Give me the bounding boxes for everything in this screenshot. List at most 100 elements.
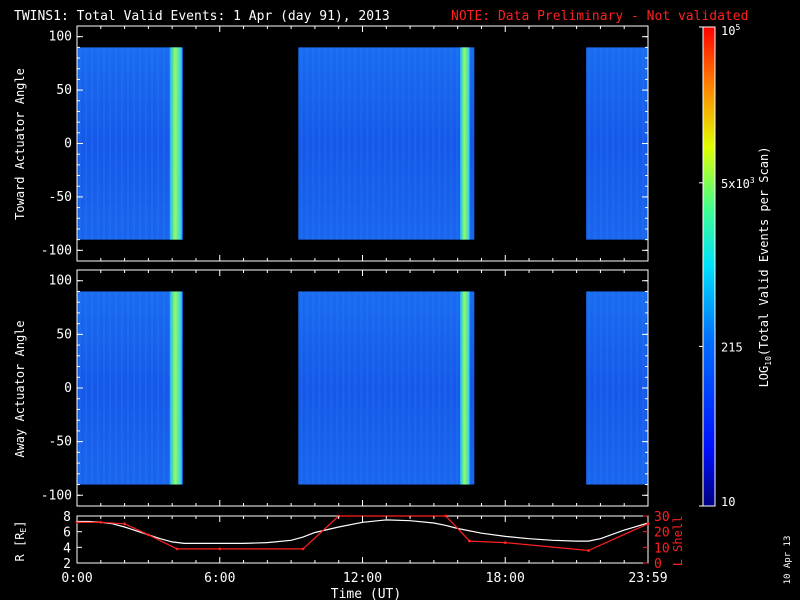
chart-title: TWINS1: Total Valid Events: 1 Apr (day 9… bbox=[14, 9, 390, 24]
lshell-point bbox=[468, 539, 471, 543]
colorbar-tick-base: 10 bbox=[721, 24, 735, 38]
texture-stripe bbox=[624, 291, 627, 485]
texture-stripe bbox=[366, 291, 369, 485]
texture-stripe bbox=[85, 47, 87, 240]
texture-stripe bbox=[612, 291, 615, 485]
colorbar-tick-label: 215 bbox=[721, 340, 743, 354]
texture-stripe bbox=[588, 291, 591, 485]
texture-stripe bbox=[402, 291, 405, 485]
bright-stripe-1 bbox=[460, 47, 470, 240]
lshell-tick-label: 30 bbox=[654, 510, 670, 525]
texture-stripe bbox=[444, 291, 447, 485]
texture-stripe bbox=[426, 291, 429, 485]
r-tick-label: 2 bbox=[63, 557, 71, 572]
texture-stripe bbox=[97, 291, 99, 485]
texture-stripe bbox=[630, 291, 633, 485]
texture-stripe bbox=[372, 47, 375, 240]
texture-stripe bbox=[600, 291, 603, 485]
texture-stripe bbox=[109, 291, 111, 485]
lshell-point bbox=[218, 547, 222, 551]
texture-stripe bbox=[636, 47, 639, 240]
lshell-point bbox=[646, 522, 650, 526]
texture-stripe bbox=[450, 47, 453, 240]
texture-stripe bbox=[438, 291, 441, 485]
texture-stripe bbox=[432, 47, 435, 240]
texture-stripe bbox=[456, 291, 459, 485]
texture-stripe bbox=[414, 291, 417, 485]
lshell-point bbox=[99, 520, 103, 524]
texture-stripe bbox=[312, 47, 315, 240]
texture-stripe bbox=[85, 291, 87, 485]
y-tick-label: -100 bbox=[41, 488, 72, 503]
texture-stripe bbox=[396, 291, 399, 485]
texture-stripe bbox=[145, 291, 147, 485]
texture-stripe bbox=[360, 291, 363, 485]
texture-stripe bbox=[354, 47, 357, 240]
data-block-2 bbox=[586, 291, 648, 485]
texture-stripe bbox=[115, 47, 117, 240]
data-block-2 bbox=[586, 47, 648, 240]
data-block-0 bbox=[77, 291, 183, 485]
colorbar-tick-label: 5x103 bbox=[721, 176, 755, 191]
texture-stripe bbox=[115, 291, 117, 485]
x-tick-label: 6:00 bbox=[204, 571, 235, 586]
texture-stripe bbox=[432, 291, 435, 485]
texture-stripe bbox=[630, 47, 633, 240]
lshell-point bbox=[75, 520, 79, 524]
colorbar-tick-base: 5x10 bbox=[721, 177, 750, 191]
texture-stripe bbox=[360, 47, 363, 240]
texture-stripe bbox=[612, 47, 615, 240]
texture-stripe bbox=[342, 47, 345, 240]
texture-stripe bbox=[618, 47, 621, 240]
texture-stripe bbox=[594, 47, 597, 240]
texture-stripe bbox=[408, 47, 411, 240]
texture-stripe bbox=[366, 47, 369, 240]
texture-stripe bbox=[606, 291, 609, 485]
texture-stripe bbox=[414, 47, 417, 240]
colorbar-tick-base: 215 bbox=[721, 340, 743, 354]
lshell-point bbox=[587, 549, 590, 552]
texture-stripe bbox=[438, 47, 441, 240]
colorbar-tick-label: 105 bbox=[721, 23, 740, 38]
toward-angle-panel: 100 50 0 -50 -100 bbox=[41, 25, 649, 262]
texture-stripe bbox=[103, 291, 105, 485]
texture-stripe bbox=[157, 47, 159, 240]
texture-stripe bbox=[636, 291, 639, 485]
lshell-tick-label: 10 bbox=[654, 541, 670, 556]
texture-stripe bbox=[121, 291, 123, 485]
texture-stripe bbox=[139, 291, 141, 485]
texture-stripe bbox=[312, 291, 315, 485]
texture-stripe bbox=[133, 291, 135, 485]
y-tick-label: -50 bbox=[49, 435, 72, 450]
texture-stripe bbox=[157, 291, 159, 485]
texture-stripe bbox=[139, 47, 141, 240]
texture-stripe bbox=[91, 47, 93, 240]
texture-stripe bbox=[408, 291, 411, 485]
texture-stripe bbox=[606, 47, 609, 240]
y-tick-label: -50 bbox=[49, 190, 72, 205]
colorbar-tick-exp: 5 bbox=[735, 23, 740, 32]
texture-stripe bbox=[600, 47, 603, 240]
texture-stripe bbox=[300, 47, 303, 240]
colorbar-tick-label: 10 bbox=[721, 495, 735, 509]
texture-stripe bbox=[306, 291, 309, 485]
texture-stripe bbox=[145, 47, 147, 240]
r-tick-label: 6 bbox=[63, 526, 71, 541]
texture-stripe bbox=[594, 291, 597, 485]
y-tick-label: 50 bbox=[56, 83, 72, 98]
lshell-tick-label: 20 bbox=[654, 526, 670, 541]
colorbar-tick-base: 10 bbox=[721, 495, 735, 509]
y-tick-label: 100 bbox=[49, 274, 72, 289]
r-distance-line bbox=[77, 519, 649, 545]
texture-stripe bbox=[378, 47, 381, 240]
texture-stripe bbox=[318, 47, 321, 240]
bright-stripe-0 bbox=[169, 47, 182, 240]
x-tick-label: 0:00 bbox=[61, 571, 92, 586]
lshell-tick-label: 0 bbox=[654, 557, 662, 572]
x-tick-label: 23:59 bbox=[628, 571, 667, 586]
texture-stripe bbox=[444, 47, 447, 240]
texture-stripe bbox=[378, 291, 381, 485]
